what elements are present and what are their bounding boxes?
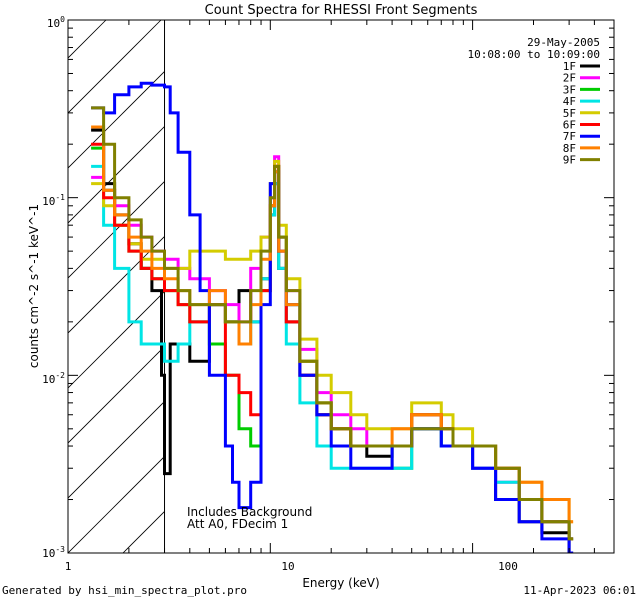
legend-label-7F: 7F xyxy=(563,130,576,143)
series-1F xyxy=(91,128,574,553)
footer-generated-by: Generated by hsi_min_spectra_plot.pro xyxy=(2,584,248,597)
annotation-background: Includes Background xyxy=(187,505,312,519)
excluded-region-hatch xyxy=(68,20,166,553)
y-tick-label-3: 10-3 xyxy=(42,545,65,560)
chart-title: Count Spectra for RHESSI Front Segments xyxy=(205,3,478,18)
y-tick-label-0: 100 xyxy=(47,15,65,30)
series-6F xyxy=(91,142,574,541)
time-range-label: 10:08:00 to 10:09:00 xyxy=(468,48,600,61)
legend-label-6F: 6F xyxy=(563,119,576,132)
axis-ticks xyxy=(67,19,615,554)
legend-label-8F: 8F xyxy=(563,142,576,155)
plot-frame xyxy=(67,19,615,554)
x-tick-label-10: 10 xyxy=(281,560,294,573)
legend-label-4F: 4F xyxy=(563,95,576,108)
legend-label-3F: 3F xyxy=(563,83,576,96)
y-tick-label-2: 10-2 xyxy=(42,371,65,386)
x-tick-label-100: 100 xyxy=(498,560,518,573)
footer-timestamp: 11-Apr-2023 06:01 xyxy=(523,584,636,597)
series-4F xyxy=(91,164,574,541)
series-7F xyxy=(91,81,574,553)
x-tick-label-1: 1 xyxy=(65,560,72,573)
legend-label-1F: 1F xyxy=(563,60,576,73)
y-tick-label-1: 10-1 xyxy=(42,193,65,208)
x-axis-label: Energy (keV) xyxy=(302,576,379,590)
legend-label-5F: 5F xyxy=(563,107,576,120)
legend-label-9F: 9F xyxy=(563,154,576,167)
series-lines xyxy=(91,81,574,553)
annotation-attenuator: Att A0, FDecim 1 xyxy=(187,517,288,531)
date-label: 29-May-2005 xyxy=(527,36,600,49)
series-9F xyxy=(91,106,574,541)
legend-label-2F: 2F xyxy=(563,72,576,85)
y-axis-label: counts cm^-2 s^-1 keV^-1 xyxy=(27,204,41,368)
